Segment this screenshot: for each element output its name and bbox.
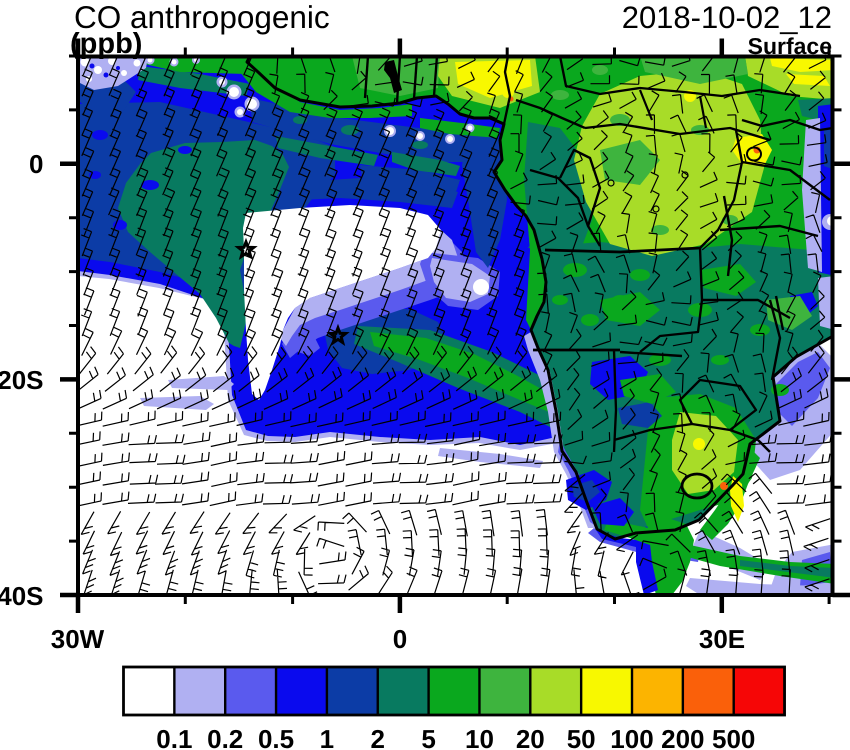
svg-text:30E: 30E <box>699 624 745 654</box>
svg-text:2: 2 <box>371 724 385 750</box>
svg-text:1: 1 <box>320 724 334 750</box>
svg-text:0.5: 0.5 <box>258 724 294 750</box>
svg-text:0.2: 0.2 <box>207 724 243 750</box>
svg-text:0.1: 0.1 <box>156 724 192 750</box>
svg-text:10: 10 <box>465 724 494 750</box>
svg-text:200: 200 <box>661 724 704 750</box>
svg-text:100: 100 <box>610 724 653 750</box>
svg-text:CO anthropogenic: CO anthropogenic <box>74 0 330 35</box>
svg-text:20S: 20S <box>0 365 44 395</box>
svg-text:Surface: Surface <box>748 33 832 59</box>
svg-text:30W: 30W <box>51 624 105 654</box>
svg-text:500: 500 <box>712 724 755 750</box>
svg-text:0: 0 <box>29 149 43 179</box>
svg-text:50: 50 <box>567 724 596 750</box>
svg-text:0: 0 <box>393 624 407 654</box>
svg-text:20: 20 <box>516 724 545 750</box>
svg-text:2018-10-02_12: 2018-10-02_12 <box>622 0 832 35</box>
svg-text:40S: 40S <box>0 581 44 611</box>
svg-text:(ppb): (ppb) <box>70 28 142 60</box>
svg-text:5: 5 <box>421 724 435 750</box>
